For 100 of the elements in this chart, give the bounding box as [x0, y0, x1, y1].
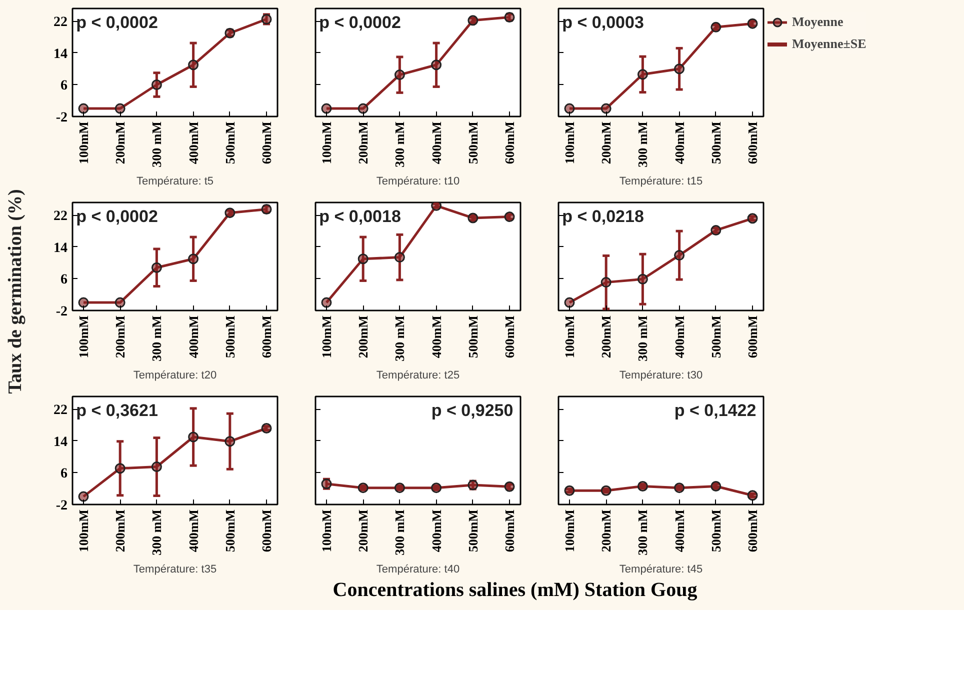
annotation: p < 0,3621 — [76, 400, 158, 420]
text: Concentrations salines (mM) Station Goug — [332, 578, 698, 603]
text: Moyenne±SE — [792, 36, 866, 52]
x-axis-title: Température: t25 — [376, 369, 460, 382]
x-tick-label: 100mM — [318, 121, 334, 164]
x-tick-label: 100mM — [318, 315, 334, 358]
legend-label: Moyenne — [792, 14, 844, 30]
x-tick-label: 100mM — [76, 121, 91, 164]
annotation: p < 0,0002 — [76, 12, 158, 32]
x-tick-label: 200mM — [356, 315, 371, 358]
point — [564, 297, 575, 308]
annotation: p < 0,1422 — [674, 400, 756, 420]
annotation: p < 0,0002 — [76, 206, 158, 226]
x-tick-label: 100mM — [562, 509, 577, 552]
x-tick-label: 200mM — [598, 121, 614, 164]
x-tick-label: 300 mM — [635, 121, 650, 168]
x-tick-label: 500mM — [708, 121, 724, 164]
x-tick-label: 200mM — [112, 315, 128, 358]
point — [358, 103, 368, 114]
x-tick-label: 600mM — [502, 509, 518, 552]
x-axis-title: Température: t35 — [133, 563, 217, 576]
x-tick-label: 500mM — [465, 121, 480, 164]
x-tick-label: 200mM — [598, 315, 614, 358]
annotation: p < 0,0003 — [562, 12, 644, 32]
x-axis-title: Température: t20 — [133, 369, 217, 382]
x-tick-label: 600mM — [745, 315, 760, 358]
point — [674, 64, 685, 74]
x-tick-label: 300 mM — [392, 509, 408, 556]
annotation: p < 0,0218 — [562, 206, 644, 226]
x-tick-label: 200mM — [112, 121, 128, 164]
x-tick-label: 200mM — [112, 509, 128, 552]
point — [431, 202, 442, 211]
x-axis-title: Température: t5 — [136, 175, 214, 188]
x-tick-label: 200mM — [598, 509, 614, 552]
point — [114, 297, 126, 308]
point — [637, 69, 648, 80]
point — [78, 491, 89, 502]
point — [394, 70, 405, 80]
point — [394, 252, 405, 263]
point — [151, 79, 162, 90]
x-axis-title: Température: t15 — [619, 175, 703, 188]
point — [321, 103, 332, 114]
x-tick-label: 500mM — [222, 121, 238, 164]
annotation: p < 0,0002 — [319, 12, 401, 32]
x-tick-label: 400mM — [428, 509, 444, 552]
point — [600, 103, 612, 114]
x-tick-label: 600mM — [502, 121, 518, 164]
x-tick-label: 400mM — [672, 315, 687, 358]
x-tick-label: 100mM — [562, 121, 577, 164]
x-tick-label: 200mM — [356, 509, 371, 552]
point — [431, 60, 442, 70]
y-tick-label: -2 — [56, 498, 68, 514]
x-axis-title: Température: t40 — [376, 563, 460, 576]
x-tick-label: 200mM — [356, 121, 371, 164]
x-tick-label: 400mM — [186, 315, 201, 358]
x-tick-label: 400mM — [186, 509, 201, 552]
x-tick-label: 400mM — [672, 509, 687, 552]
x-axis-title: Température: t10 — [376, 175, 460, 188]
x-tick-label: 100mM — [76, 509, 91, 552]
y-tick-label: 6 — [60, 466, 68, 482]
point — [188, 254, 199, 264]
x-tick-label: 500mM — [465, 509, 480, 552]
x-tick-label: 400mM — [428, 121, 444, 164]
y-tick-label: 22 — [54, 403, 68, 418]
point — [224, 436, 236, 447]
x-tick-label: 600mM — [745, 509, 760, 552]
y-tick-label: 22 — [54, 209, 68, 224]
point — [564, 103, 575, 114]
y-axis-title: Taux de germination (%) — [5, 189, 26, 394]
x-tick-label: 300 mM — [149, 315, 164, 362]
point — [600, 277, 612, 288]
point — [78, 297, 89, 308]
x-tick-label: 300 mM — [392, 315, 408, 362]
x-tick-label: 400mM — [672, 121, 687, 164]
x-axis-title: Température: t45 — [619, 563, 703, 576]
y-tick-label: 22 — [54, 15, 68, 30]
x-tick-label: 300 mM — [149, 121, 164, 168]
point — [637, 274, 648, 284]
x-tick-label: 600mM — [259, 509, 274, 552]
x-tick-label: 500mM — [222, 509, 238, 552]
x-tick-label: 300 mM — [635, 509, 650, 556]
x-tick-label: 100mM — [76, 315, 91, 358]
x-tick-label: 300 mM — [635, 315, 650, 362]
y-tick-label: -2 — [56, 304, 68, 320]
point — [114, 103, 126, 114]
y-tick-label: -2 — [56, 110, 68, 126]
y-tick-label: 6 — [60, 78, 68, 94]
x-tick-label: 400mM — [428, 315, 444, 358]
y-tick-label: 14 — [54, 46, 68, 62]
point — [188, 432, 199, 442]
x-tick-label: 600mM — [745, 121, 760, 164]
annotation: p < 0,9250 — [431, 400, 514, 420]
x-tick-label: 100mM — [318, 509, 334, 552]
x-axis-title: Température: t30 — [619, 369, 703, 382]
point — [600, 485, 612, 496]
x-tick-label: 300 mM — [392, 121, 408, 168]
point — [358, 254, 368, 264]
annotation: p < 0,0018 — [319, 206, 401, 226]
point — [637, 480, 648, 492]
x-tick-label: 500mM — [465, 315, 480, 358]
